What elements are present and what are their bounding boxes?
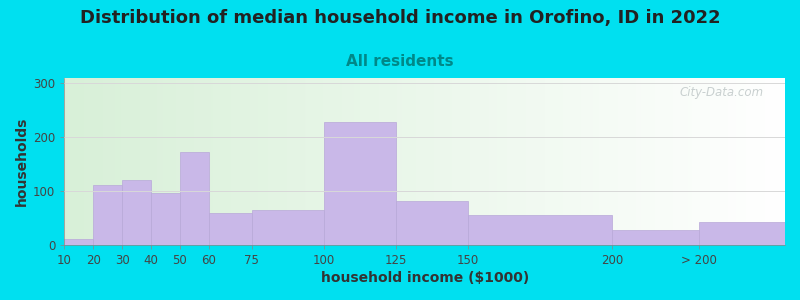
- Bar: [94, 184, 122, 245]
- Bar: [468, 215, 612, 245]
- Bar: [612, 230, 698, 245]
- Bar: [180, 152, 209, 245]
- Bar: [396, 201, 468, 245]
- Bar: [252, 210, 324, 245]
- Bar: [65, 239, 94, 245]
- Text: Distribution of median household income in Orofino, ID in 2022: Distribution of median household income …: [80, 9, 720, 27]
- Bar: [122, 180, 151, 245]
- Bar: [151, 193, 180, 245]
- Bar: [324, 122, 396, 245]
- Bar: [698, 222, 785, 245]
- Text: All residents: All residents: [346, 54, 454, 69]
- Bar: [209, 212, 252, 245]
- Y-axis label: households: households: [15, 117, 29, 206]
- Text: City-Data.com: City-Data.com: [679, 86, 763, 99]
- X-axis label: household income ($1000): household income ($1000): [321, 271, 529, 285]
